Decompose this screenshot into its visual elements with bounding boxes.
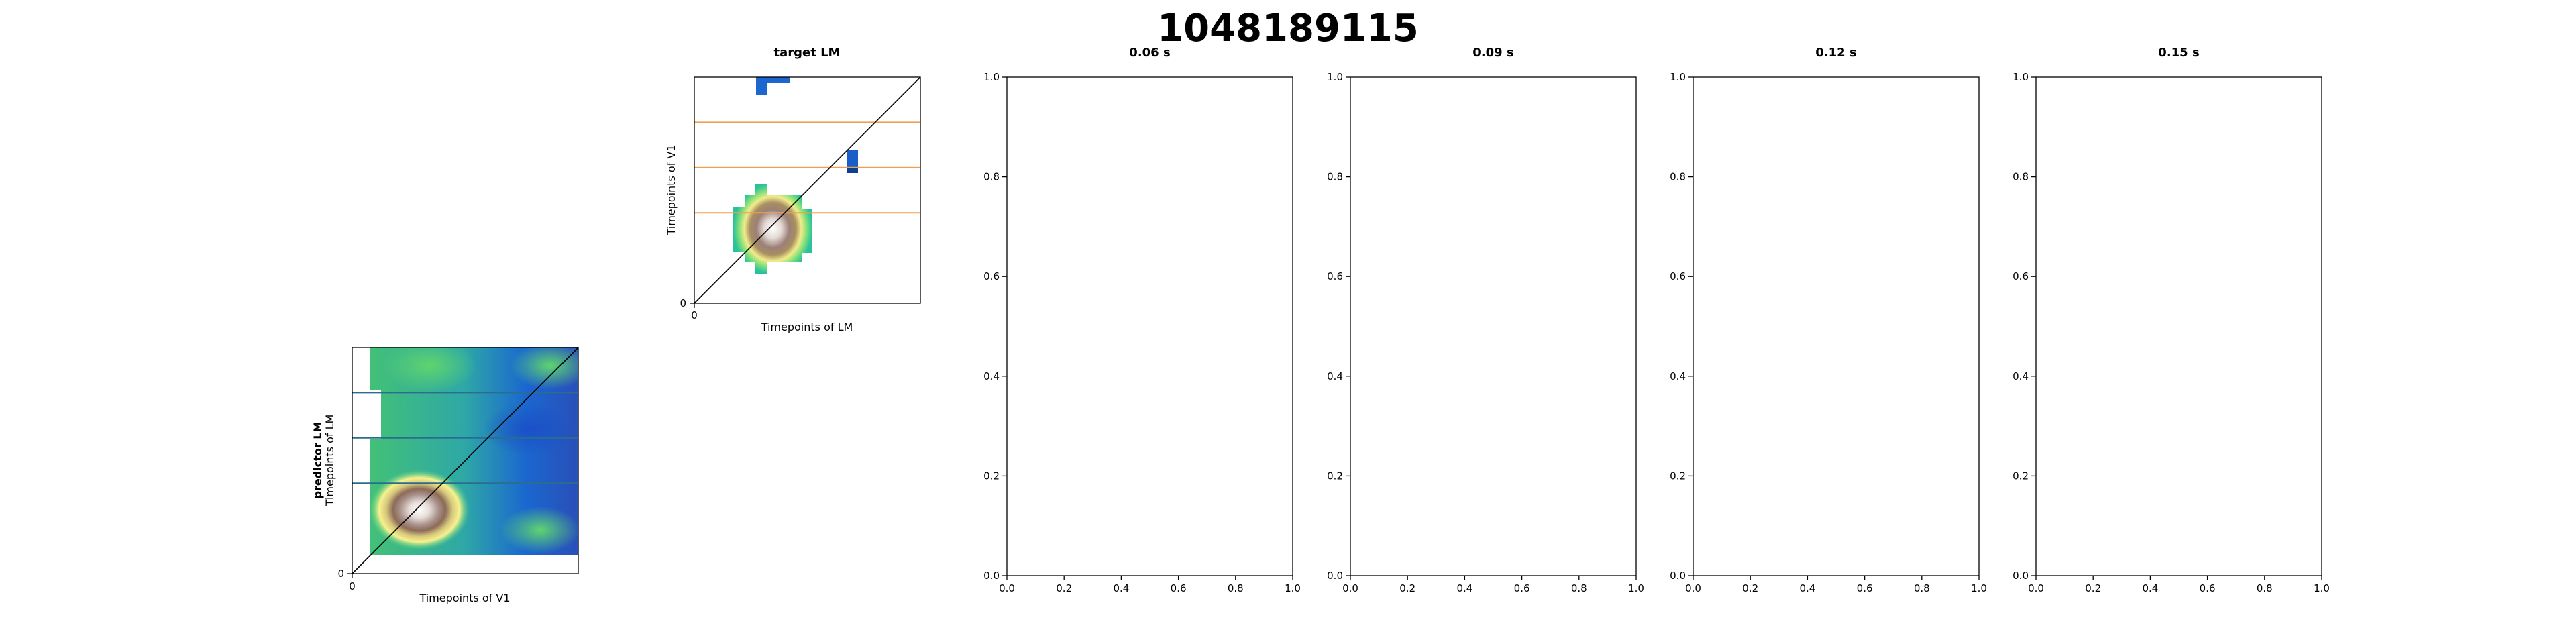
predictor-xtick-label: 0: [349, 580, 356, 592]
ytick-label: 0.8: [2012, 171, 2029, 183]
time-panel-t012: 0.12 s 0.0 0.2 0.4 0.6 0.8 1.0 0.0 0.2 0.4 0.6 0.8 1…: [1670, 46, 1987, 594]
xtick-label: 0.8: [1571, 582, 1587, 594]
time-panel-frame: [1693, 76, 1980, 576]
time-panel-title: 0.15 s: [2158, 46, 2199, 60]
target-diagonal-line: [694, 76, 921, 304]
ytick-label: 1.0: [983, 71, 1000, 83]
xtick-label: 0.0: [1342, 582, 1358, 594]
predictor-ylabel: Timepoints of LM: [323, 415, 336, 507]
time-panel-title: 0.06 s: [1129, 46, 1170, 60]
predictor-row-label: predictor LM: [311, 422, 324, 499]
time-panel-title: 0.12 s: [1815, 46, 1856, 60]
target-title: target LM: [774, 46, 841, 60]
ytick-label: 0.4: [983, 370, 1000, 382]
xtick-label: 0.8: [1228, 582, 1244, 594]
xtick-label: 1.0: [2314, 582, 2330, 594]
target-axes-frame: [694, 76, 921, 304]
xtick-label: 0.4: [1113, 582, 1129, 594]
ytick-label: 0.6: [983, 270, 1000, 282]
ytick-label: 0.6: [2012, 270, 2029, 282]
ytick-label: 1.0: [2012, 71, 2029, 83]
ytick-label: 0.4: [1670, 370, 1686, 382]
xtick-label: 0.2: [1742, 582, 1758, 594]
ytick-label: 0.0: [2012, 570, 2029, 582]
ytick-label: 0.2: [1327, 470, 1343, 482]
ytick-label: 0.6: [1670, 270, 1686, 282]
predictor-heatmap-panel: 0 0 Timepoints of V1 predictor LM Timepo…: [311, 347, 579, 604]
ytick-label: 1.0: [1327, 71, 1343, 83]
ytick-label: 0.8: [983, 171, 1000, 183]
xtick-label: 0.4: [2142, 582, 2158, 594]
xtick-label: 0.4: [1799, 582, 1815, 594]
figure-title: 1048189115: [1157, 7, 1419, 50]
ytick-label: 0.4: [1327, 370, 1343, 382]
target-xlabel: Timepoints of LM: [761, 321, 853, 333]
ytick-label: 0.2: [2012, 470, 2029, 482]
xtick-label: 0.2: [1056, 582, 1072, 594]
xtick-label: 0.2: [1399, 582, 1415, 594]
xtick-label: 0.8: [2257, 582, 2273, 594]
xtick-label: 1.0: [1971, 582, 1987, 594]
target-ytick-label: 0: [680, 297, 686, 309]
xtick-label: 0.4: [1456, 582, 1472, 594]
ytick-label: 0.8: [1327, 171, 1343, 183]
xtick-label: 0.0: [999, 582, 1015, 594]
predictor-axes-frame: [352, 347, 579, 574]
ytick-label: 1.0: [1670, 71, 1686, 83]
xtick-label: 0.6: [1857, 582, 1873, 594]
time-panels: 0.06 s 0.0 0.2 0.4 0.6 0.8 1.0 0.0 0.2 0.4 0.6 0.8 1…: [983, 46, 2330, 594]
target-heatmap-panel: target LM 0 0 Timepoints of LM Timepoint…: [665, 46, 921, 333]
time-panel-title: 0.09 s: [1472, 46, 1513, 60]
predictor-diagonal-line: [352, 347, 579, 574]
xtick-label: 1.0: [1285, 582, 1301, 594]
ytick-label: 0.4: [2012, 370, 2029, 382]
xtick-label: 0.0: [1685, 582, 1701, 594]
ytick-label: 0.2: [983, 470, 1000, 482]
xtick-label: 0.6: [2200, 582, 2216, 594]
xtick-label: 0.8: [1914, 582, 1930, 594]
ytick-label: 0.8: [1670, 171, 1686, 183]
ytick-label: 0.0: [1670, 570, 1686, 582]
xtick-label: 0.6: [1514, 582, 1530, 594]
target-horizontal-lines: [694, 121, 920, 214]
time-panel-frame: [2035, 76, 2322, 576]
time-panel-frame: [1350, 76, 1637, 576]
xtick-label: 0.2: [2085, 582, 2101, 594]
time-panel-t015: 0.15 s 0.0 0.2 0.4 0.6 0.8 1.0 0.0 0.2 0.4 0.6 0.8 1…: [2012, 46, 2330, 594]
target-ylabel: Timepoints of V1: [665, 144, 678, 235]
time-panel-t006: 0.06 s 0.0 0.2 0.4 0.6 0.8 1.0 0.0 0.2 0.4 0.6 0.8 1…: [983, 46, 1301, 594]
ytick-label: 0.6: [1327, 270, 1343, 282]
time-panel-frame: [1006, 76, 1293, 576]
target-xtick-label: 0: [691, 309, 698, 321]
ytick-label: 0.0: [983, 570, 1000, 582]
xtick-label: 0.0: [2028, 582, 2044, 594]
ytick-label: 0.0: [1327, 570, 1343, 582]
predictor-xlabel: Timepoints of V1: [419, 592, 510, 604]
predictor-ytick-label: 0: [337, 568, 344, 580]
time-panel-t009: 0.09 s 0.0 0.2 0.4 0.6 0.8 1.0 0.0 0.2 0.4 0.6 0.8 1…: [1327, 46, 1644, 594]
xtick-label: 1.0: [1628, 582, 1644, 594]
xtick-label: 0.6: [1171, 582, 1187, 594]
ytick-label: 0.2: [1670, 470, 1686, 482]
predictor-horizontal-lines: [352, 392, 578, 484]
